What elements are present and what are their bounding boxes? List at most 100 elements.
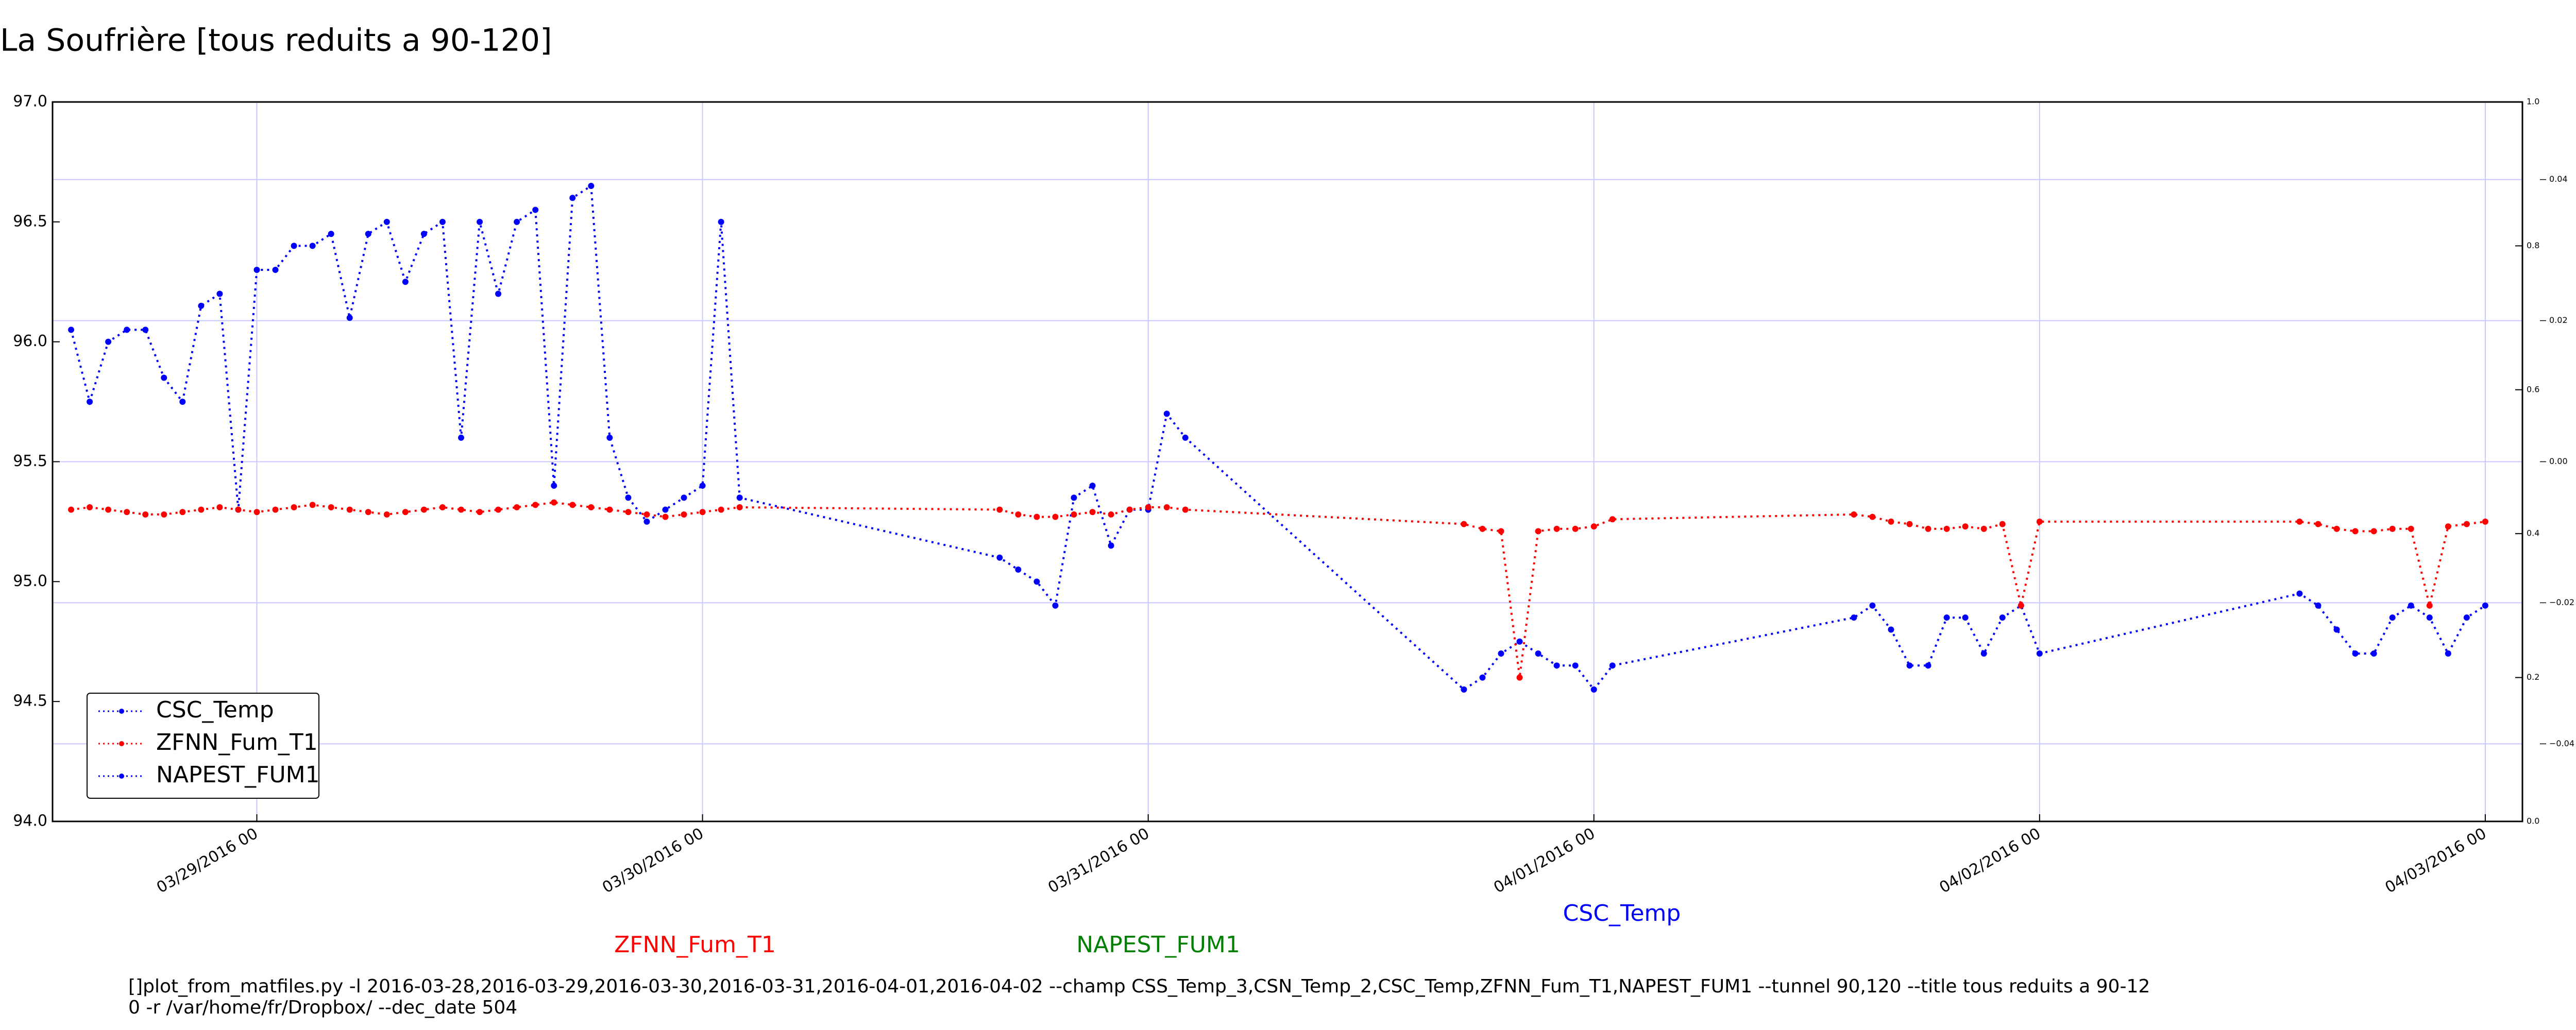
series-point [1182,434,1189,441]
legend-label: ZFNN_Fum_T1 [156,729,318,756]
series-point [1851,511,1857,518]
x-tick-label: 03/31/2016 00 [1045,825,1153,897]
series-point [1089,509,1096,516]
legend-marker [119,774,124,779]
series-point [1033,578,1040,585]
footer-line: []plot_from_matfiles.py -l 2016-03-28,20… [128,976,2150,997]
series-point [105,338,112,345]
series-point [569,502,576,508]
series-point [1553,525,1560,532]
legend-marker [119,741,124,746]
y2-tick-label: 1.0 [2527,97,2539,107]
series-point [309,243,316,249]
series-point [1052,513,1059,520]
series-point [495,506,502,513]
series-point [588,182,595,189]
series-point [1962,614,1969,621]
series-point [2426,602,2433,609]
series-point [681,511,687,518]
legend-box [87,693,319,799]
series-point [2408,602,2414,609]
series-point [1498,650,1504,657]
series-point [291,504,297,510]
x-tick-label: 03/30/2016 00 [599,825,707,897]
y2-tick-label: 0.0 [2527,816,2539,826]
series-point [1999,614,2006,621]
series-point [142,327,149,333]
x-tick-label: 04/03/2016 00 [2382,825,2490,897]
series-point [1516,638,1523,645]
series-point [1851,614,1857,621]
series-point [2333,525,2340,532]
series-point [1089,483,1096,489]
series-point [1182,506,1189,513]
series-point [272,506,279,513]
series-point [1906,662,1913,669]
series-point [1590,523,1597,530]
series-point [2018,602,2024,609]
series-point [2370,528,2377,535]
series-point [625,509,632,516]
series-point [1015,566,1022,573]
x-tick-label: 04/02/2016 00 [1937,825,2044,897]
series-point [1906,521,1913,527]
series-point [2296,518,2303,525]
series-point [736,504,743,510]
series-point [1479,674,1486,681]
series-point [2482,602,2488,609]
y-tick-label: 96.5 [13,212,47,230]
series-point [1498,528,1504,535]
series-point [420,506,427,513]
plot-frame [52,101,2523,822]
series-point [1033,513,1040,520]
series-point [625,494,632,501]
series-point [87,504,93,510]
series-point [1163,504,1170,510]
series-point [606,434,613,441]
series-point [1609,662,1616,669]
series-point [1553,662,1560,669]
series-point [216,504,223,510]
series-point [198,302,205,309]
series-point [2445,650,2451,657]
series-point [346,506,353,513]
series-point [1145,504,1151,510]
series-point [402,509,409,516]
series-point [2389,614,2396,621]
series-point [2463,521,2470,527]
series-point [662,506,669,513]
series-point [1572,525,1579,532]
series-point [105,506,112,513]
series-point [551,499,557,506]
series-point [328,231,334,237]
y3-tick-label: −0.04 [2549,739,2574,748]
y-tick-label: 94.5 [13,692,47,710]
y3-tick-label: −0.02 [2549,597,2574,607]
series-point [1461,686,1467,693]
series-point [87,399,93,405]
series-point [1609,516,1616,523]
series-point [124,327,130,333]
series-point [161,374,167,381]
series-point [1516,674,1523,681]
series-point [1015,511,1022,518]
series-point [1869,513,1876,520]
series-point [253,266,260,273]
series-point [1869,602,1876,609]
series-point [1943,525,1950,532]
y3-tick-label: 0.00 [2549,456,2568,466]
series-point [1108,542,1114,549]
series-point [1888,518,1894,525]
series-point [346,315,353,321]
series-point [643,518,650,525]
series-point [996,554,1003,561]
series-point [1108,511,1114,518]
x-tick-label: 03/29/2016 00 [154,825,261,897]
series-point [235,506,242,513]
series-point [588,504,595,510]
series-point [383,218,390,225]
series-point [179,399,186,405]
series-point [1999,521,2006,527]
